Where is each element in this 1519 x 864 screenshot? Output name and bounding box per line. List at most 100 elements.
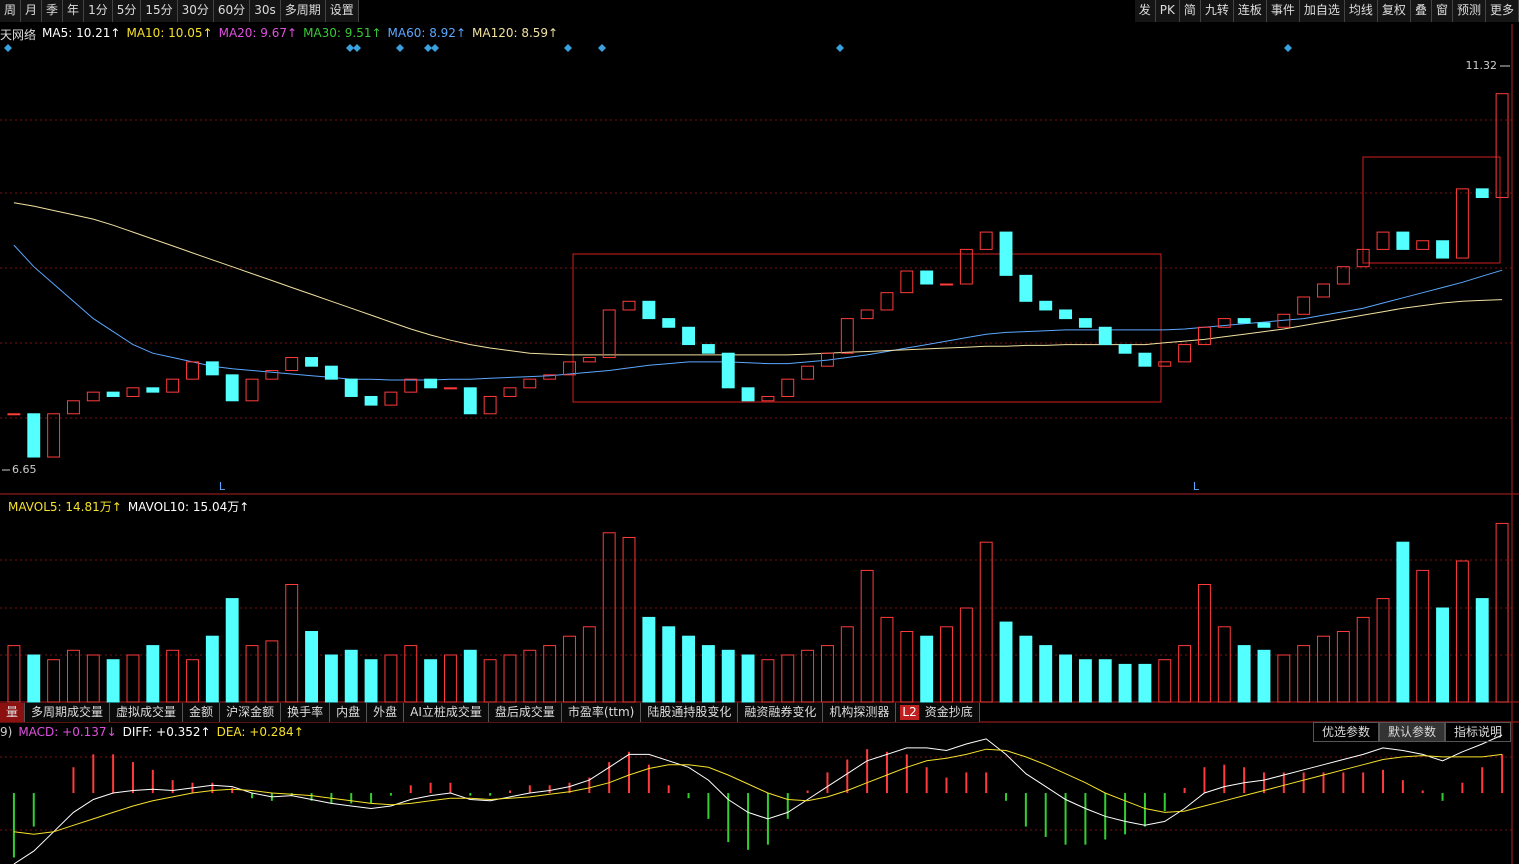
- candle: [1317, 283, 1330, 298]
- candle: [1396, 231, 1410, 250]
- volume-bar: [1138, 663, 1152, 703]
- tool-button[interactable]: 发: [1135, 0, 1156, 22]
- indicator-tab[interactable]: 融资融券变化: [738, 703, 824, 722]
- period-button[interactable]: 5分: [113, 0, 142, 22]
- tool-button[interactable]: 简: [1180, 0, 1201, 22]
- param-button[interactable]: 指标说明: [1444, 722, 1511, 742]
- volume-bar: [1356, 616, 1370, 703]
- candle: [582, 357, 596, 363]
- indicator-tab[interactable]: 虚拟成交量: [110, 703, 184, 722]
- candle: [424, 378, 438, 389]
- indicator-tab[interactable]: 陆股通持股变化: [641, 703, 739, 722]
- tool-button[interactable]: 预测: [1453, 0, 1486, 22]
- candle: [622, 300, 636, 311]
- indicator-tab[interactable]: 金额: [183, 703, 221, 722]
- volume-bar: [563, 635, 576, 703]
- candle: [364, 395, 378, 406]
- candle: [324, 365, 338, 380]
- volume-bar: [424, 659, 438, 703]
- candle: [1019, 274, 1033, 302]
- candle: [1098, 326, 1112, 346]
- candle: [344, 378, 358, 397]
- volume-bar: [245, 645, 259, 703]
- candle: [1059, 309, 1073, 320]
- candle: [523, 378, 537, 389]
- period-toolbar: 周月季年 1分 5分 15分 30分 60分 30s 多周期 设置: [0, 0, 359, 22]
- price-extreme-label: 6.65: [12, 463, 37, 476]
- candle: [126, 387, 140, 397]
- volume-bar: [1118, 663, 1132, 703]
- candle: [1158, 361, 1172, 367]
- period-button[interactable]: 30分: [178, 0, 214, 22]
- candle: [443, 387, 457, 390]
- indicator-tab[interactable]: 换手率: [281, 703, 331, 722]
- candle: [1336, 266, 1350, 285]
- volume-bar: [642, 616, 656, 703]
- macd-label: DEA: +0.284↑: [216, 725, 304, 739]
- tool-button[interactable]: 复权: [1378, 0, 1411, 22]
- tool-button[interactable]: 事件: [1267, 0, 1300, 22]
- tool-button[interactable]: PK: [1156, 0, 1180, 22]
- indicator-tab[interactable]: 机构探测器: [823, 703, 897, 722]
- period-button[interactable]: 周: [0, 0, 22, 22]
- tool-button[interactable]: 九转: [1201, 0, 1234, 22]
- vol-legend: MAVOL5: 14.81万↑ MAVOL10: 15.04万↑: [8, 498, 249, 515]
- indicator-tab[interactable]: 市盈率(ttm): [562, 703, 642, 722]
- param-button[interactable]: 优选参数: [1312, 722, 1379, 742]
- candle: [1178, 344, 1192, 363]
- candle: [1237, 318, 1251, 324]
- indicator-tab[interactable]: 多周期成交量: [25, 703, 111, 722]
- period-button[interactable]: 30s: [250, 0, 281, 22]
- candle: [1277, 313, 1291, 328]
- period-button[interactable]: 月: [21, 0, 43, 22]
- candle: [662, 318, 676, 328]
- period-button[interactable]: 年: [63, 0, 85, 22]
- indicator-tab[interactable]: AI立桩成交量: [404, 703, 489, 722]
- candle: [682, 326, 696, 346]
- candle: [503, 387, 517, 397]
- volume-bar: [1019, 635, 1033, 703]
- candle: [642, 300, 656, 320]
- candle: [86, 391, 100, 402]
- candle: [1416, 240, 1430, 250]
- volume-bar: [1396, 541, 1410, 703]
- ma-label: MA20: 9.67↑: [218, 26, 298, 40]
- indicator-tab[interactable]: 盘后成交量: [489, 703, 562, 722]
- period-button[interactable]: 15分: [141, 0, 178, 22]
- indicator-tab[interactable]: 资金抄底: [919, 703, 980, 722]
- volume-bar: [1376, 598, 1390, 703]
- candle: [106, 391, 120, 397]
- param-button[interactable]: 默认参数: [1378, 722, 1445, 742]
- macd-label: MACD: +0.137↓: [18, 725, 117, 739]
- indicator-tab[interactable]: 沪深金额: [220, 703, 282, 722]
- volume-bar: [582, 626, 596, 703]
- indicator-tab[interactable]: 量: [0, 703, 26, 722]
- period-button[interactable]: 多周期: [281, 0, 326, 22]
- indicator-tab[interactable]: 内盘: [330, 703, 368, 722]
- tool-button[interactable]: 窗: [1432, 0, 1453, 22]
- macd-legend: 9) MACD: +0.137↓ DIFF: +0.352↑ DEA: +0.284↑: [0, 725, 304, 739]
- period-button[interactable]: 设置: [326, 0, 359, 22]
- tool-button[interactable]: 连板: [1234, 0, 1267, 22]
- volume-bar: [602, 532, 616, 703]
- period-button[interactable]: 60分: [214, 0, 251, 22]
- volume-bar: [1317, 635, 1330, 703]
- candle: [999, 231, 1013, 276]
- volume-bar: [959, 607, 973, 703]
- macd-label: DIFF: +0.352↑: [122, 725, 211, 739]
- volume-bar: [1475, 598, 1489, 703]
- candle: [1475, 188, 1489, 198]
- tool-button[interactable]: 均线: [1345, 0, 1378, 22]
- tool-button[interactable]: 叠: [1411, 0, 1432, 22]
- candle: [741, 387, 755, 402]
- candle: [1356, 248, 1370, 268]
- indicator-tab[interactable]: 外盘: [367, 703, 405, 722]
- candle: [801, 365, 815, 380]
- tool-button[interactable]: 加自选: [1300, 0, 1345, 22]
- candle: [1436, 240, 1450, 259]
- volume-bar: [999, 621, 1013, 703]
- volume-bar: [86, 654, 100, 703]
- period-button[interactable]: 1分: [84, 0, 113, 22]
- period-button[interactable]: 季: [42, 0, 64, 22]
- tool-button[interactable]: 更多: [1486, 0, 1519, 22]
